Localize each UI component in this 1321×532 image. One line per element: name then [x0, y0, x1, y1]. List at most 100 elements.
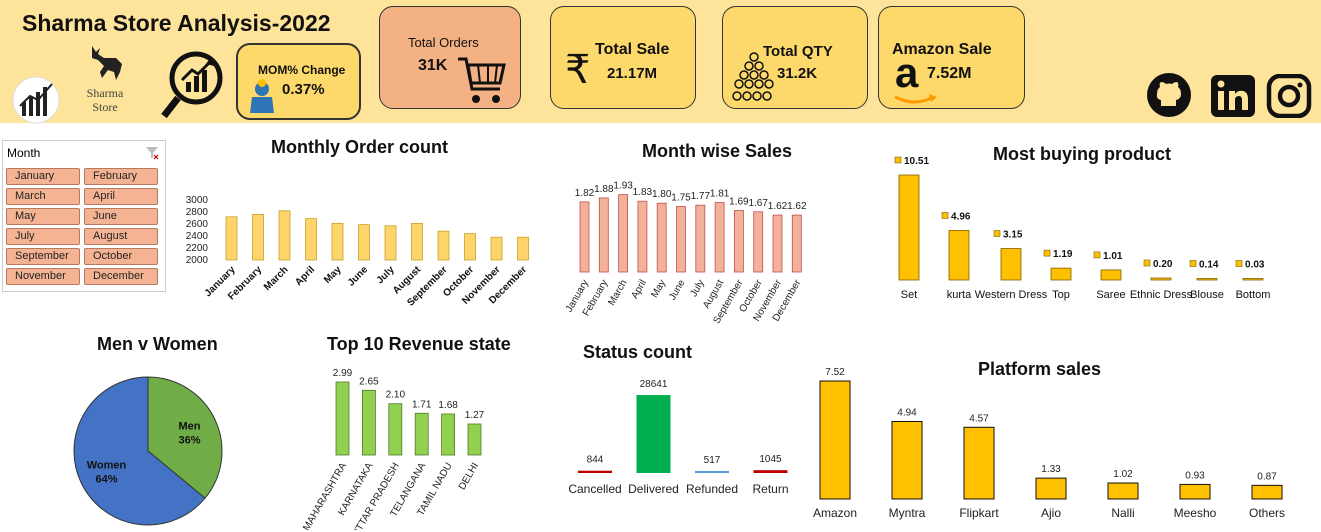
- x-tick-label: kurta: [947, 289, 972, 301]
- data-label: 10.51: [904, 156, 929, 167]
- x-tick-label: May: [649, 278, 668, 300]
- status-bar: [578, 470, 612, 473]
- x-tick-label: Ethnic Dress: [1130, 289, 1193, 301]
- store-logo-line2: Store: [92, 100, 118, 114]
- x-tick-label: Meesho: [1174, 506, 1217, 520]
- total-qty-label: Total QTY: [763, 43, 833, 60]
- dashboard-header: Sharma Store Analysis-2022 Sharma Store …: [0, 0, 1321, 124]
- data-label-marker: [894, 156, 902, 164]
- x-tick-label: Western Dress: [975, 289, 1048, 301]
- deer-logo-icon: [92, 46, 122, 80]
- y-tick-label: 2400: [186, 231, 209, 242]
- sales-bar: [733, 210, 744, 273]
- slicer-item-may[interactable]: May: [6, 208, 80, 225]
- order-bar: [490, 236, 503, 261]
- sales-bar: [656, 202, 667, 273]
- data-label: 1.69: [729, 196, 749, 207]
- data-label: 1.27: [465, 410, 485, 421]
- store-logo-line1: Sharma: [86, 86, 124, 100]
- data-label: 1.01: [1103, 251, 1123, 262]
- x-tick-label: April: [293, 264, 317, 288]
- slicer-item-december[interactable]: December: [84, 268, 158, 285]
- order-bar: [252, 214, 264, 261]
- data-label: 2.10: [386, 390, 406, 401]
- x-tick-label: Blouse: [1190, 289, 1224, 301]
- slicer-item-january[interactable]: January: [6, 168, 80, 185]
- x-tick-label: June: [346, 264, 371, 289]
- slicer-item-november[interactable]: November: [6, 268, 80, 285]
- data-label-marker: [993, 230, 1001, 237]
- linkedin-icon[interactable]: [1210, 74, 1256, 118]
- total-sale-value: 21.17M: [607, 65, 658, 82]
- order-bar: [437, 230, 450, 261]
- github-icon[interactable]: [1146, 72, 1192, 118]
- state-bar: [335, 381, 350, 456]
- x-tick-label: Top: [1052, 289, 1070, 301]
- slicer-item-march[interactable]: March: [6, 188, 80, 205]
- product-bar: [898, 174, 920, 281]
- slicer-item-february[interactable]: February: [84, 168, 158, 185]
- growth-magnifier-icon: [161, 51, 223, 119]
- most-buying-product-title: Most buying product: [993, 144, 1171, 164]
- status-bar: [753, 470, 788, 473]
- product-bar: [948, 230, 970, 281]
- x-tick-label: April: [629, 278, 649, 301]
- data-label: 1.33: [1041, 464, 1061, 475]
- product-bar: [1000, 248, 1022, 281]
- product-bar: [1050, 267, 1072, 281]
- order-bar: [358, 224, 370, 261]
- state-bar: [362, 389, 376, 456]
- x-tick-label: Return: [752, 482, 788, 496]
- clear-filter-icon[interactable]: [145, 146, 159, 160]
- slicer-item-august[interactable]: August: [84, 228, 158, 245]
- data-label: 1.83: [633, 187, 653, 198]
- data-label: 1.19: [1053, 249, 1073, 260]
- month-slicer-title: Month: [7, 146, 41, 160]
- month-wise-sales-chart: 1.82January1.88February1.93March1.83Apri…: [564, 181, 807, 325]
- x-tick-label: Nalli: [1111, 506, 1134, 520]
- pie-slice-men: [147, 376, 223, 499]
- data-label: 1.75: [671, 193, 691, 204]
- data-label-marker: [1143, 259, 1151, 267]
- slicer-item-october[interactable]: October: [84, 248, 158, 265]
- order-bar: [331, 223, 344, 261]
- x-tick-label: Flipkart: [959, 506, 999, 520]
- men-v-women-chart: Men 36% Women 64%: [73, 376, 223, 526]
- total-orders-card: Total Orders 31K: [379, 6, 521, 109]
- platform-sales-chart: 7.52 Amazon 4.94 Myntra 4.57 Flipkart 1.33 Ajio…: [813, 367, 1285, 520]
- sales-bar: [695, 204, 706, 273]
- total-sale-card: ₹ Total Sale 21.17M: [550, 6, 696, 109]
- y-tick-label: 2800: [186, 207, 209, 218]
- x-tick-label: May: [322, 264, 344, 286]
- x-tick-label: Others: [1249, 506, 1285, 520]
- instagram-icon[interactable]: [1266, 74, 1312, 118]
- product-bar: [1150, 277, 1172, 281]
- data-label: 3.15: [1003, 230, 1023, 241]
- x-tick-label: Cancelled: [568, 482, 621, 496]
- sales-bar: [637, 200, 648, 273]
- pie-category-label: Women: [87, 460, 127, 472]
- pie-value-label: 64%: [95, 474, 117, 486]
- data-label: 1.02: [1113, 469, 1133, 480]
- month-slicer: Month January February March April May J…: [2, 140, 166, 292]
- slicer-item-july[interactable]: July: [6, 228, 80, 245]
- slicer-item-april[interactable]: April: [84, 188, 158, 205]
- sales-bar: [772, 214, 783, 273]
- slicer-item-june[interactable]: June: [84, 208, 158, 225]
- data-label: 7.52: [825, 367, 845, 378]
- x-tick-label: MAHARASHTRA: [301, 461, 349, 530]
- monthly-order-count-title: Monthly Order count: [271, 137, 448, 157]
- sales-bar: [753, 211, 764, 273]
- y-tick-label: 3000: [186, 195, 209, 206]
- platform-bar: [963, 426, 995, 500]
- pie-category-label: Men: [179, 420, 201, 432]
- platform-bar: [819, 380, 851, 500]
- x-tick-label: Amazon: [813, 506, 857, 520]
- data-label: 1.77: [691, 191, 711, 202]
- y-tick-label: 2000: [186, 255, 209, 266]
- month-wise-sales-title: Month wise Sales: [642, 141, 793, 161]
- top-10-revenue-state-title: Top 10 Revenue state: [327, 334, 511, 354]
- slicer-item-september[interactable]: September: [6, 248, 80, 265]
- status-count-title: Status count: [583, 342, 693, 362]
